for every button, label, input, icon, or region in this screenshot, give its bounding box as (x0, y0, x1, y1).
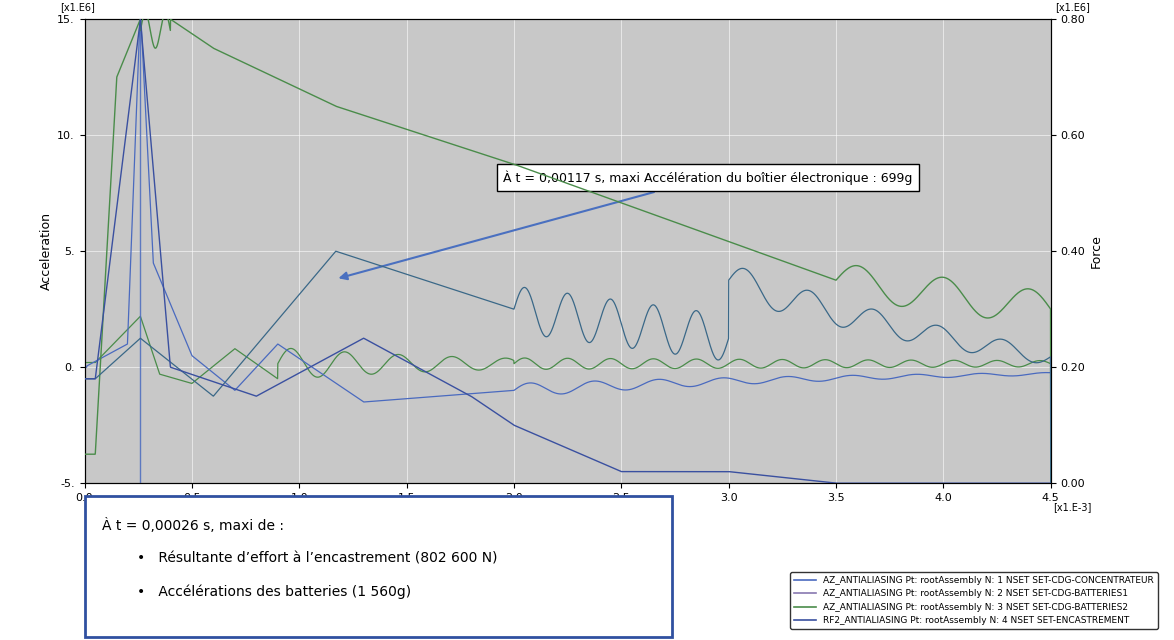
Legend: AZ_ANTIALIASING Pt: rootAssembly N: 1 NSET SET-CDG-CONCENTRATEUR, AZ_ANTIALIASIN: AZ_ANTIALIASING Pt: rootAssembly N: 1 NS… (790, 572, 1158, 629)
Text: À t = 0,00117 s, maxi Accélération du boîtier électronique : 699g: À t = 0,00117 s, maxi Accélération du bo… (340, 170, 912, 279)
Y-axis label: Acceleration: Acceleration (40, 212, 53, 290)
Text: [x1.E-3]: [x1.E-3] (1053, 502, 1091, 512)
Y-axis label: Force: Force (1089, 234, 1102, 268)
Text: À t = 0,00026 s, maxi de :

        •   Résultante d’effort à l’encastrement (80: À t = 0,00026 s, maxi de : • Résultante … (102, 518, 498, 599)
Text: [x1.E6]: [x1.E6] (1055, 2, 1091, 12)
Text: [x1.E6]: [x1.E6] (60, 2, 95, 12)
